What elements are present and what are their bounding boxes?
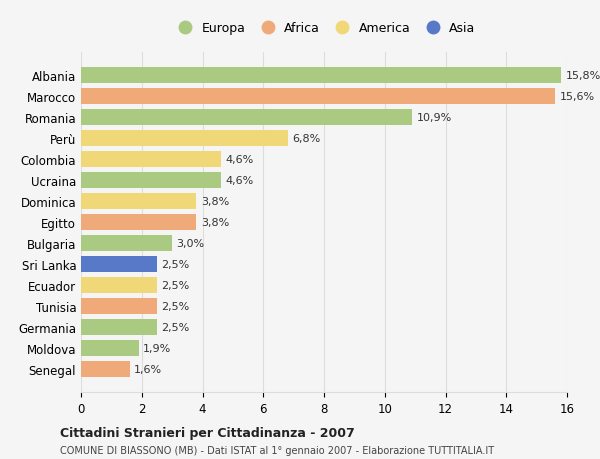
Text: COMUNE DI BIASSONO (MB) - Dati ISTAT al 1° gennaio 2007 - Elaborazione TUTTITALI: COMUNE DI BIASSONO (MB) - Dati ISTAT al … <box>60 445 494 455</box>
Bar <box>81 278 157 293</box>
Text: 2,5%: 2,5% <box>161 302 190 311</box>
Text: 3,8%: 3,8% <box>201 197 229 207</box>
Bar <box>81 152 221 168</box>
Text: 3,0%: 3,0% <box>176 239 205 248</box>
Bar <box>81 341 139 356</box>
Legend: Europa, Africa, America, Asia: Europa, Africa, America, Asia <box>169 18 479 39</box>
Text: 2,5%: 2,5% <box>161 280 190 291</box>
Text: Cittadini Stranieri per Cittadinanza - 2007: Cittadini Stranieri per Cittadinanza - 2… <box>60 426 355 439</box>
Text: 2,5%: 2,5% <box>161 322 190 332</box>
Bar <box>81 89 555 105</box>
Text: 4,6%: 4,6% <box>225 176 254 186</box>
Bar <box>81 68 561 84</box>
Text: 2,5%: 2,5% <box>161 259 190 269</box>
Text: 15,6%: 15,6% <box>559 92 595 102</box>
Bar <box>81 361 130 377</box>
Text: 1,6%: 1,6% <box>134 364 162 374</box>
Bar <box>81 215 196 230</box>
Text: 15,8%: 15,8% <box>565 71 600 81</box>
Bar <box>81 173 221 189</box>
Text: 3,8%: 3,8% <box>201 218 229 228</box>
Bar <box>81 236 172 252</box>
Text: 6,8%: 6,8% <box>292 134 320 144</box>
Text: 4,6%: 4,6% <box>225 155 254 165</box>
Bar <box>81 298 157 314</box>
Bar <box>81 194 196 209</box>
Bar <box>81 110 412 126</box>
Bar <box>81 131 287 147</box>
Text: 10,9%: 10,9% <box>416 113 452 123</box>
Bar <box>81 319 157 335</box>
Bar <box>81 257 157 272</box>
Text: 1,9%: 1,9% <box>143 343 172 353</box>
